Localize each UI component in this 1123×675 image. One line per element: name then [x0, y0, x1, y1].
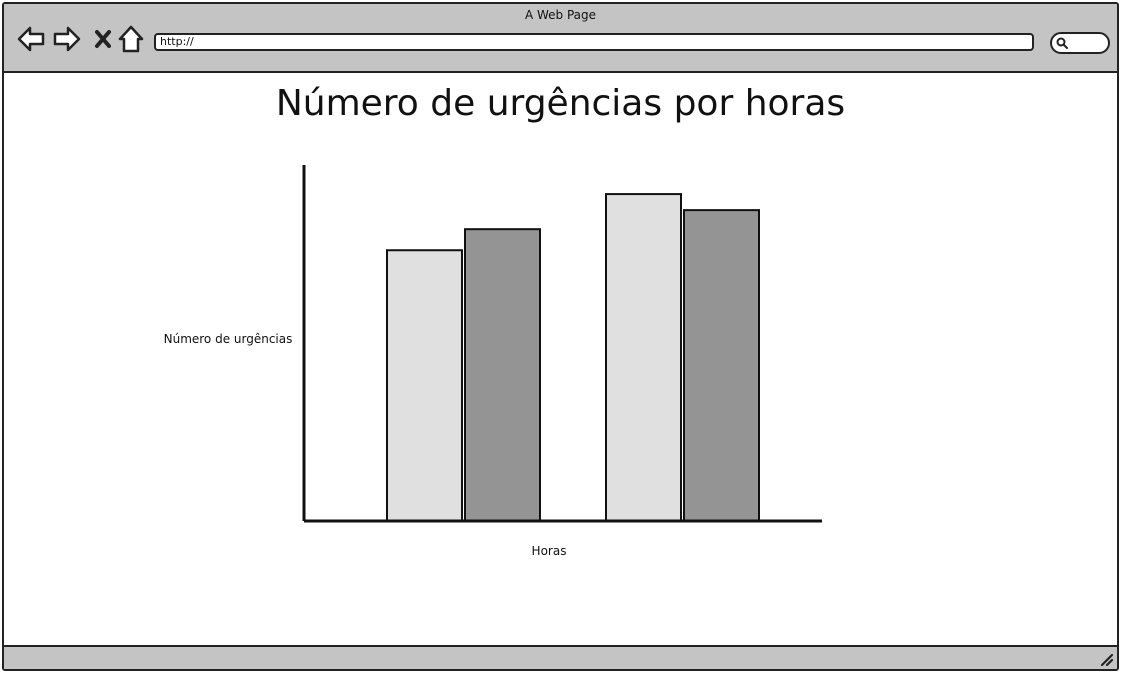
stop-button[interactable]	[90, 24, 120, 54]
bar-group2-series2	[683, 209, 760, 522]
y-axis-label: Número de urgências	[164, 332, 293, 346]
bar-chart: Número de urgências Horas	[164, 165, 822, 558]
home-button[interactable]	[116, 24, 146, 54]
home-icon	[118, 25, 144, 53]
search-button[interactable]	[1050, 32, 1110, 54]
close-icon	[95, 30, 111, 48]
status-bar	[4, 645, 1117, 669]
forward-button[interactable]	[52, 24, 82, 54]
x-axis-label: Horas	[532, 544, 567, 558]
back-button[interactable]	[16, 24, 46, 54]
page-title: Número de urgências por horas	[275, 83, 846, 124]
forward-arrow-icon	[53, 26, 81, 52]
bar-group2-series1	[605, 193, 682, 522]
search-icon	[1056, 37, 1068, 49]
back-arrow-icon	[17, 26, 45, 52]
browser-toolbar: A Web Page http://	[4, 4, 1117, 73]
bar-group1-series1	[386, 249, 463, 522]
resize-grip-icon[interactable]	[1099, 652, 1113, 666]
address-bar[interactable]: http://	[154, 33, 1034, 51]
window-title: A Web Page	[524, 8, 597, 22]
page-content: Número de urgências por horas Número de …	[4, 73, 1117, 647]
bar-group1-series2	[464, 228, 541, 523]
